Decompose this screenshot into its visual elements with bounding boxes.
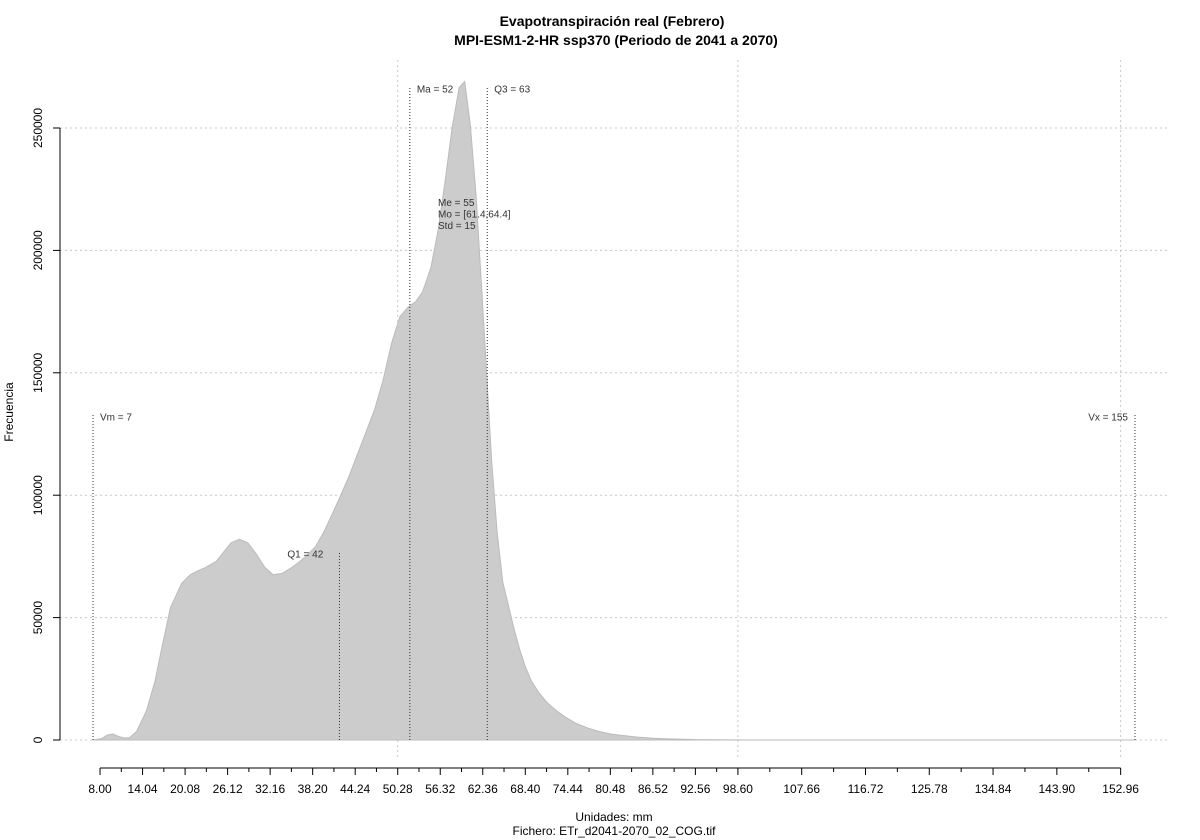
stats-line-2: Std = 15 <box>438 221 476 232</box>
annotation-label-3: Q3 = 63 <box>494 84 530 95</box>
y-tick-label-1: 50000 <box>31 601 45 635</box>
x-axis-label: Unidades: mm <box>575 810 652 824</box>
x-tick-label-17: 116.72 <box>848 782 884 796</box>
annotation-label-1: Q1 = 42 <box>287 550 323 561</box>
x-tick-label-13: 86.52 <box>638 782 668 796</box>
stats-line-1: Mo = [61.4,64.4] <box>438 210 511 221</box>
y-tick-label-5: 250000 <box>31 108 45 148</box>
x-tick-label-16: 107.66 <box>783 782 820 796</box>
x-tick-label-21: 152.96 <box>1102 782 1139 796</box>
density-area <box>92 80 1135 741</box>
x-tick-label-6: 44.24 <box>340 782 370 796</box>
x-tick-label-8: 56.32 <box>425 782 455 796</box>
x-tick-label-0: 8.00 <box>88 782 112 796</box>
x-tick-label-3: 26.12 <box>213 782 243 796</box>
x-tick-label-14: 92.56 <box>680 782 710 796</box>
annotation-label-4: Vx = 155 <box>1088 412 1128 423</box>
x-tick-label-2: 20.08 <box>170 782 200 796</box>
annotation-layer: Vm = 7 Q1 = 42 Ma = 52 Q3 = 63 Vx = 155 <box>100 84 1128 560</box>
file-label: Fichero: ETr_d2041-2070_02_COG.tif <box>513 824 717 838</box>
chart-title: Evapotranspiración real (Febrero) <box>500 13 725 29</box>
x-axis: 8.00 14.04 20.08 26.12 32.16 38.20 44.24 50.28 5… <box>88 767 1139 796</box>
y-axis-label: Frecuencia <box>2 382 16 442</box>
y-tick-label-0: 0 <box>31 736 45 743</box>
stats-line-0: Me = 55 <box>438 198 475 209</box>
x-tick-label-12: 80.48 <box>595 782 625 796</box>
x-tick-label-7: 50.28 <box>383 782 413 796</box>
quantile-lines <box>92 86 1136 740</box>
x-tick-label-5: 38.20 <box>298 782 328 796</box>
x-tick-label-9: 62.36 <box>468 782 498 796</box>
x-tick-label-10: 68.40 <box>510 782 540 796</box>
x-tick-label-11: 74.44 <box>553 782 583 796</box>
y-tick-label-3: 150000 <box>31 352 45 392</box>
x-tick-label-4: 32.16 <box>255 782 285 796</box>
x-tick-label-18: 125.78 <box>911 782 948 796</box>
x-tick-label-15: 98.60 <box>723 782 753 796</box>
annotation-label-0: Vm = 7 <box>100 412 132 423</box>
y-axis: 0 50000 100000 150000 200000 250000 <box>31 108 61 743</box>
chart-subtitle: MPI-ESM1-2-HR ssp370 (Periodo de 2041 a … <box>454 32 778 48</box>
x-tick-label-20: 143.90 <box>1038 782 1075 796</box>
x-tick-label-19: 134.84 <box>975 782 1012 796</box>
x-tick-label-1: 14.04 <box>128 782 158 796</box>
y-tick-label-4: 200000 <box>31 230 45 270</box>
annotation-label-2: Ma = 52 <box>417 84 454 95</box>
y-tick-label-2: 100000 <box>31 475 45 515</box>
